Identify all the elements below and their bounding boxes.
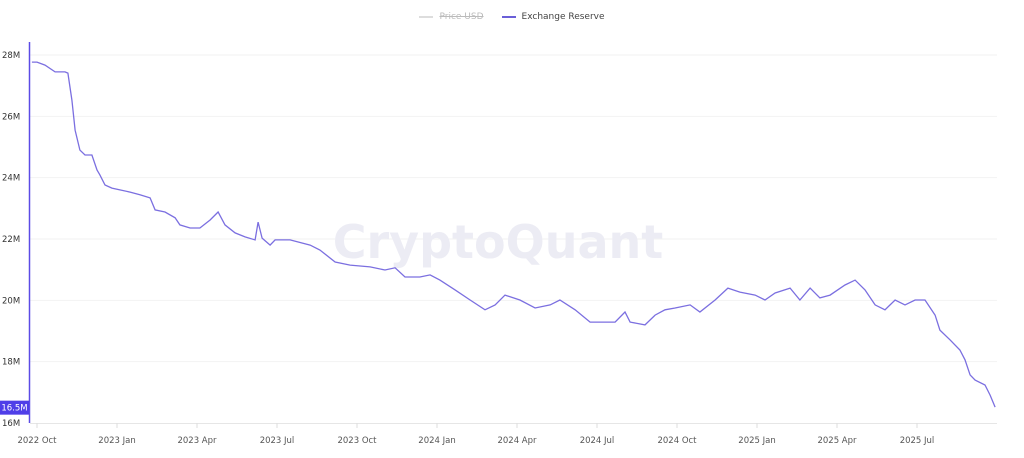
x-tick-label: 2025 Jan — [738, 436, 775, 446]
last-value-label: 16.5M — [1, 404, 27, 414]
x-tick-label: 2023 Jan — [98, 436, 135, 446]
x-tick-label: 2024 Jul — [580, 436, 615, 446]
y-tick-label: 20M — [2, 296, 20, 306]
y-tick-label: 28M — [2, 51, 20, 61]
y-tick-label: 26M — [2, 112, 20, 122]
x-tick-label: 2025 Apr — [817, 436, 857, 446]
x-tick-label: 2023 Jul — [260, 436, 295, 446]
x-tick-label: 2022 Oct — [17, 436, 57, 446]
last-value-badge: 16.5M — [0, 400, 29, 415]
chart-legend: Price USD Exchange Reserve — [0, 12, 1024, 22]
y-tick-label: 22M — [2, 235, 20, 245]
x-tick-label: 2023 Apr — [177, 436, 217, 446]
price-swatch-icon — [419, 16, 434, 18]
x-tick-label: 2023 Oct — [337, 436, 377, 446]
series-line-exchange-reserve — [31, 61, 996, 408]
legend-item-price[interactable]: Price USD — [419, 12, 484, 22]
y-tick-label: 24M — [2, 174, 20, 184]
y-tick-label: 18M — [2, 358, 20, 368]
watermark-logo: CryptoQuant — [333, 215, 664, 269]
x-tick-label: 2025 Jul — [900, 436, 935, 446]
reserve-swatch-icon — [501, 16, 516, 18]
x-tick-label: 2024 Jan — [418, 436, 455, 446]
legend-label-reserve: Exchange Reserve — [521, 12, 605, 22]
legend-label-price: Price USD — [439, 12, 484, 22]
x-tick-label: 2024 Apr — [497, 436, 537, 446]
legend-item-reserve[interactable]: Exchange Reserve — [501, 12, 605, 22]
y-tick-label: 16M — [2, 419, 20, 429]
x-tick-label: 2024 Oct — [657, 436, 697, 446]
